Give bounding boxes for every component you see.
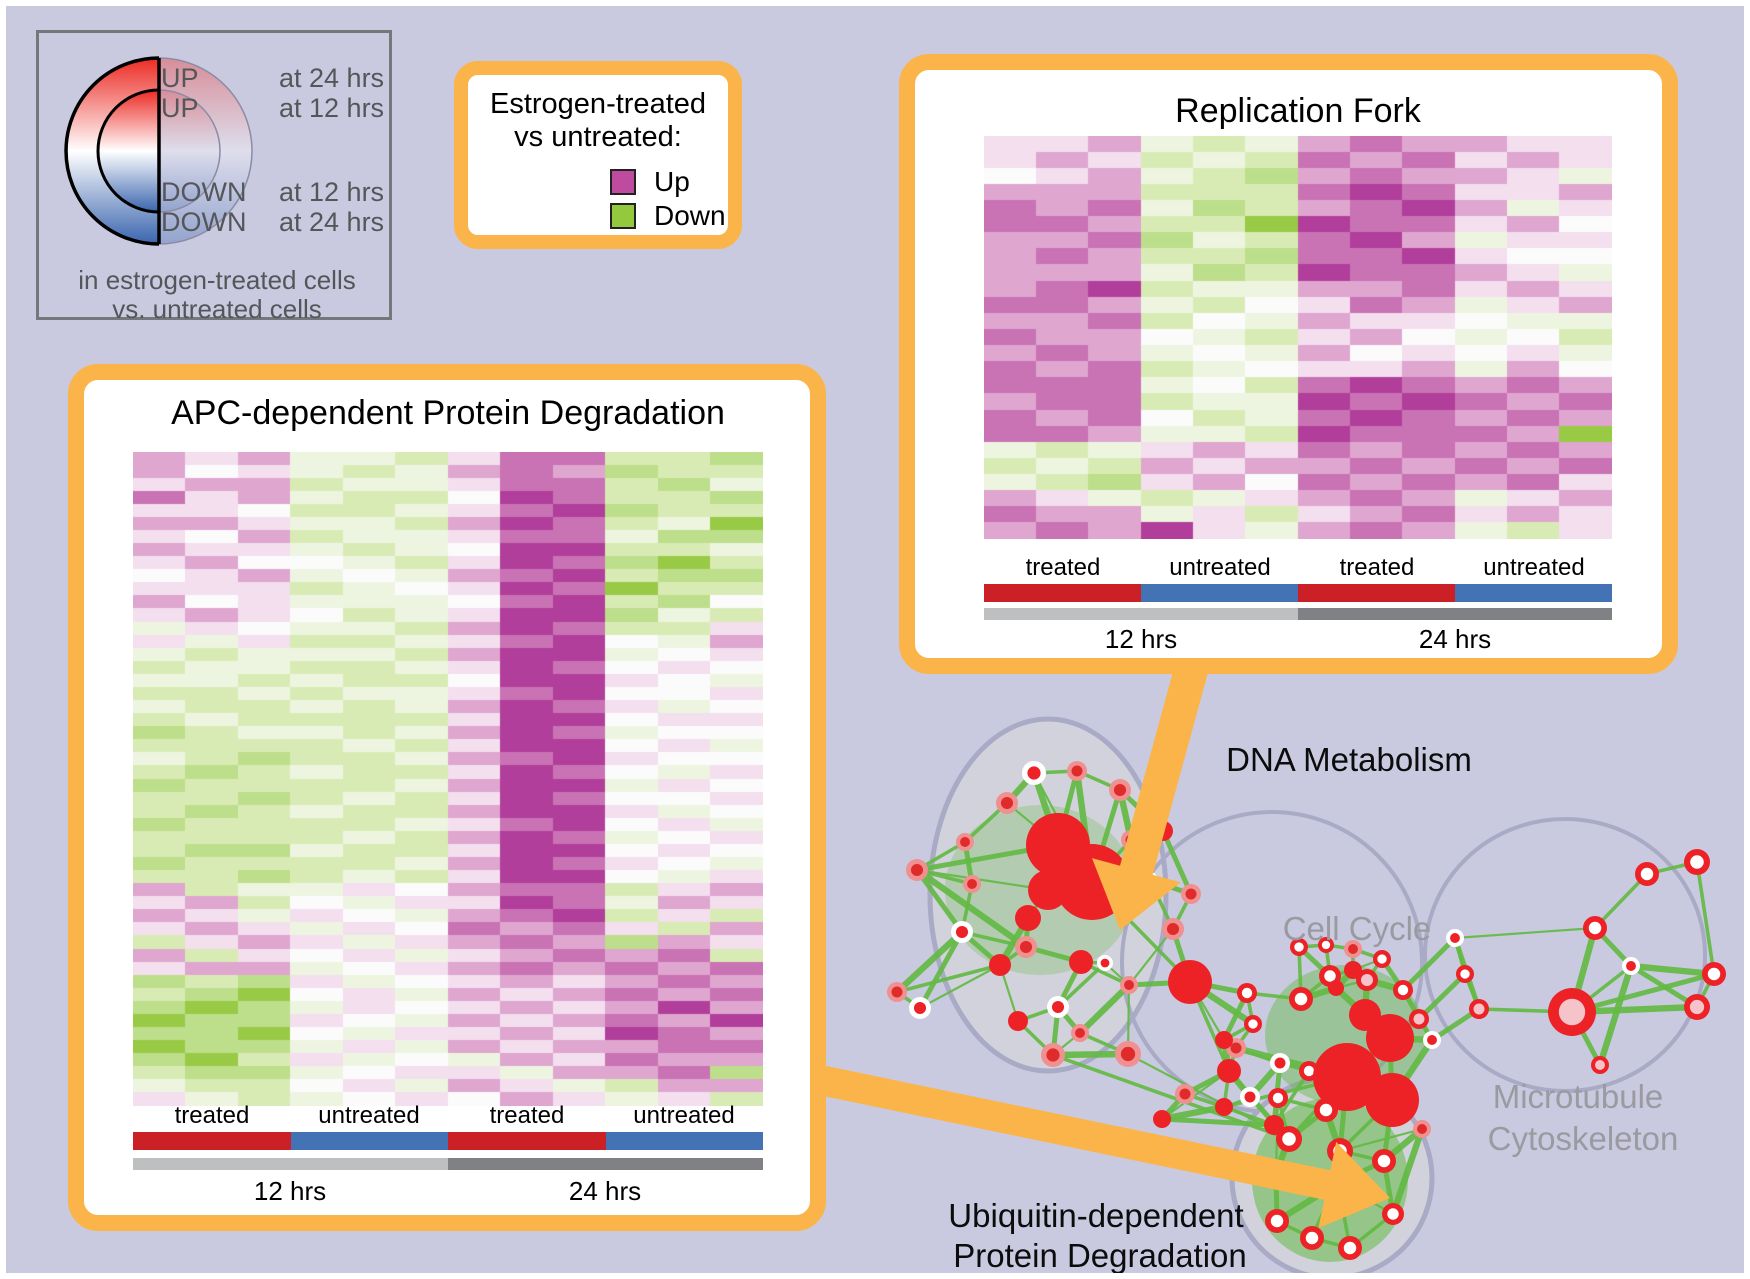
updown-color-legend: Estrogen-treated vs untreated: Up Down — [454, 61, 742, 249]
down-color-swatch — [610, 203, 636, 229]
apc-untreated-bar-12 — [291, 1132, 448, 1150]
rf-group-label-2: untreated — [1169, 554, 1271, 581]
rf-untreated-bar-24 — [1455, 584, 1612, 602]
apc-treated-bar-12 — [133, 1132, 291, 1150]
apc-untreated-bar-24 — [606, 1132, 763, 1150]
apc-group-label-3: treated — [489, 1102, 565, 1129]
legend-up-inner-time: at 12 hrs — [279, 93, 385, 123]
rf-24hrs-label: 24 hrs — [1418, 624, 1492, 654]
legend-caption-line2: vs. untreated cells — [112, 294, 322, 324]
rf-24hr-bar — [1298, 608, 1612, 620]
apc-12hrs-label: 12 hrs — [253, 1176, 327, 1206]
figure-stage: UP at 24 hrs UP at 12 hrs DOWN at 12 hrs… — [6, 6, 1744, 1273]
node-halves-glyph-icon — [64, 56, 256, 248]
rf-12hr-bar — [984, 608, 1298, 620]
legend-up-outer-time: at 24 hrs — [279, 63, 385, 93]
rf-heatmap — [984, 136, 1612, 539]
rf-12hrs-label: 12 hrs — [1104, 624, 1178, 654]
ubiquitin-label-line1: Ubiquitin-dependent — [948, 1197, 1244, 1234]
legend-caption-line1: in estrogen-treated cells — [78, 265, 356, 295]
apc-12hr-bar — [133, 1158, 448, 1170]
up-label: Up — [654, 166, 690, 197]
rf-untreated-bar-12 — [1141, 584, 1298, 602]
dna-metabolism-label: DNA Metabolism — [1226, 741, 1472, 778]
apc-24hr-bar — [448, 1158, 763, 1170]
rf-panel-title: Replication Fork — [1175, 92, 1421, 130]
apc-panel-title: APC-dependent Protein Degradation — [171, 394, 725, 432]
rf-treated-bar-12 — [984, 584, 1141, 602]
microtubule-label-line1: Microtubule — [1492, 1078, 1664, 1115]
legend-up-inner: UP — [161, 93, 199, 123]
apc-heatmap — [133, 452, 763, 1106]
legend-down-outer-time: at 24 hrs — [279, 207, 385, 237]
down-label: Down — [654, 200, 726, 231]
node-color-legend: UP at 24 hrs UP at 12 hrs DOWN at 12 hrs… — [36, 30, 392, 324]
legend-down-outer: DOWN — [161, 207, 247, 237]
apc-group-label-1: treated — [174, 1102, 250, 1129]
updown-legend-title-line2: vs untreated: — [514, 121, 682, 153]
legend-up-outer: UP — [161, 63, 199, 93]
apc-group-label-2: untreated — [318, 1102, 420, 1129]
apc-24hrs-label: 24 hrs — [568, 1176, 642, 1206]
apc-group-label-4: untreated — [633, 1102, 735, 1129]
legend-down-inner-time: at 12 hrs — [279, 177, 385, 207]
network-diagram — [817, 647, 1726, 1273]
microtubule-label-line2: Cytoskeleton — [1487, 1120, 1679, 1157]
up-color-swatch — [610, 169, 636, 195]
updown-legend-title-line1: Estrogen-treated — [489, 88, 707, 120]
legend-down-inner: DOWN — [161, 177, 247, 207]
cell-cycle-label: Cell Cycle — [1282, 910, 1432, 947]
rf-group-label-1: treated — [1025, 554, 1101, 581]
apc-treated-bar-24 — [448, 1132, 606, 1150]
rf-group-label-3: treated — [1339, 554, 1415, 581]
rf-treated-bar-24 — [1298, 584, 1455, 602]
rf-group-label-4: untreated — [1483, 554, 1585, 581]
ubiquitin-label-line2: Protein Degradation — [953, 1237, 1247, 1273]
